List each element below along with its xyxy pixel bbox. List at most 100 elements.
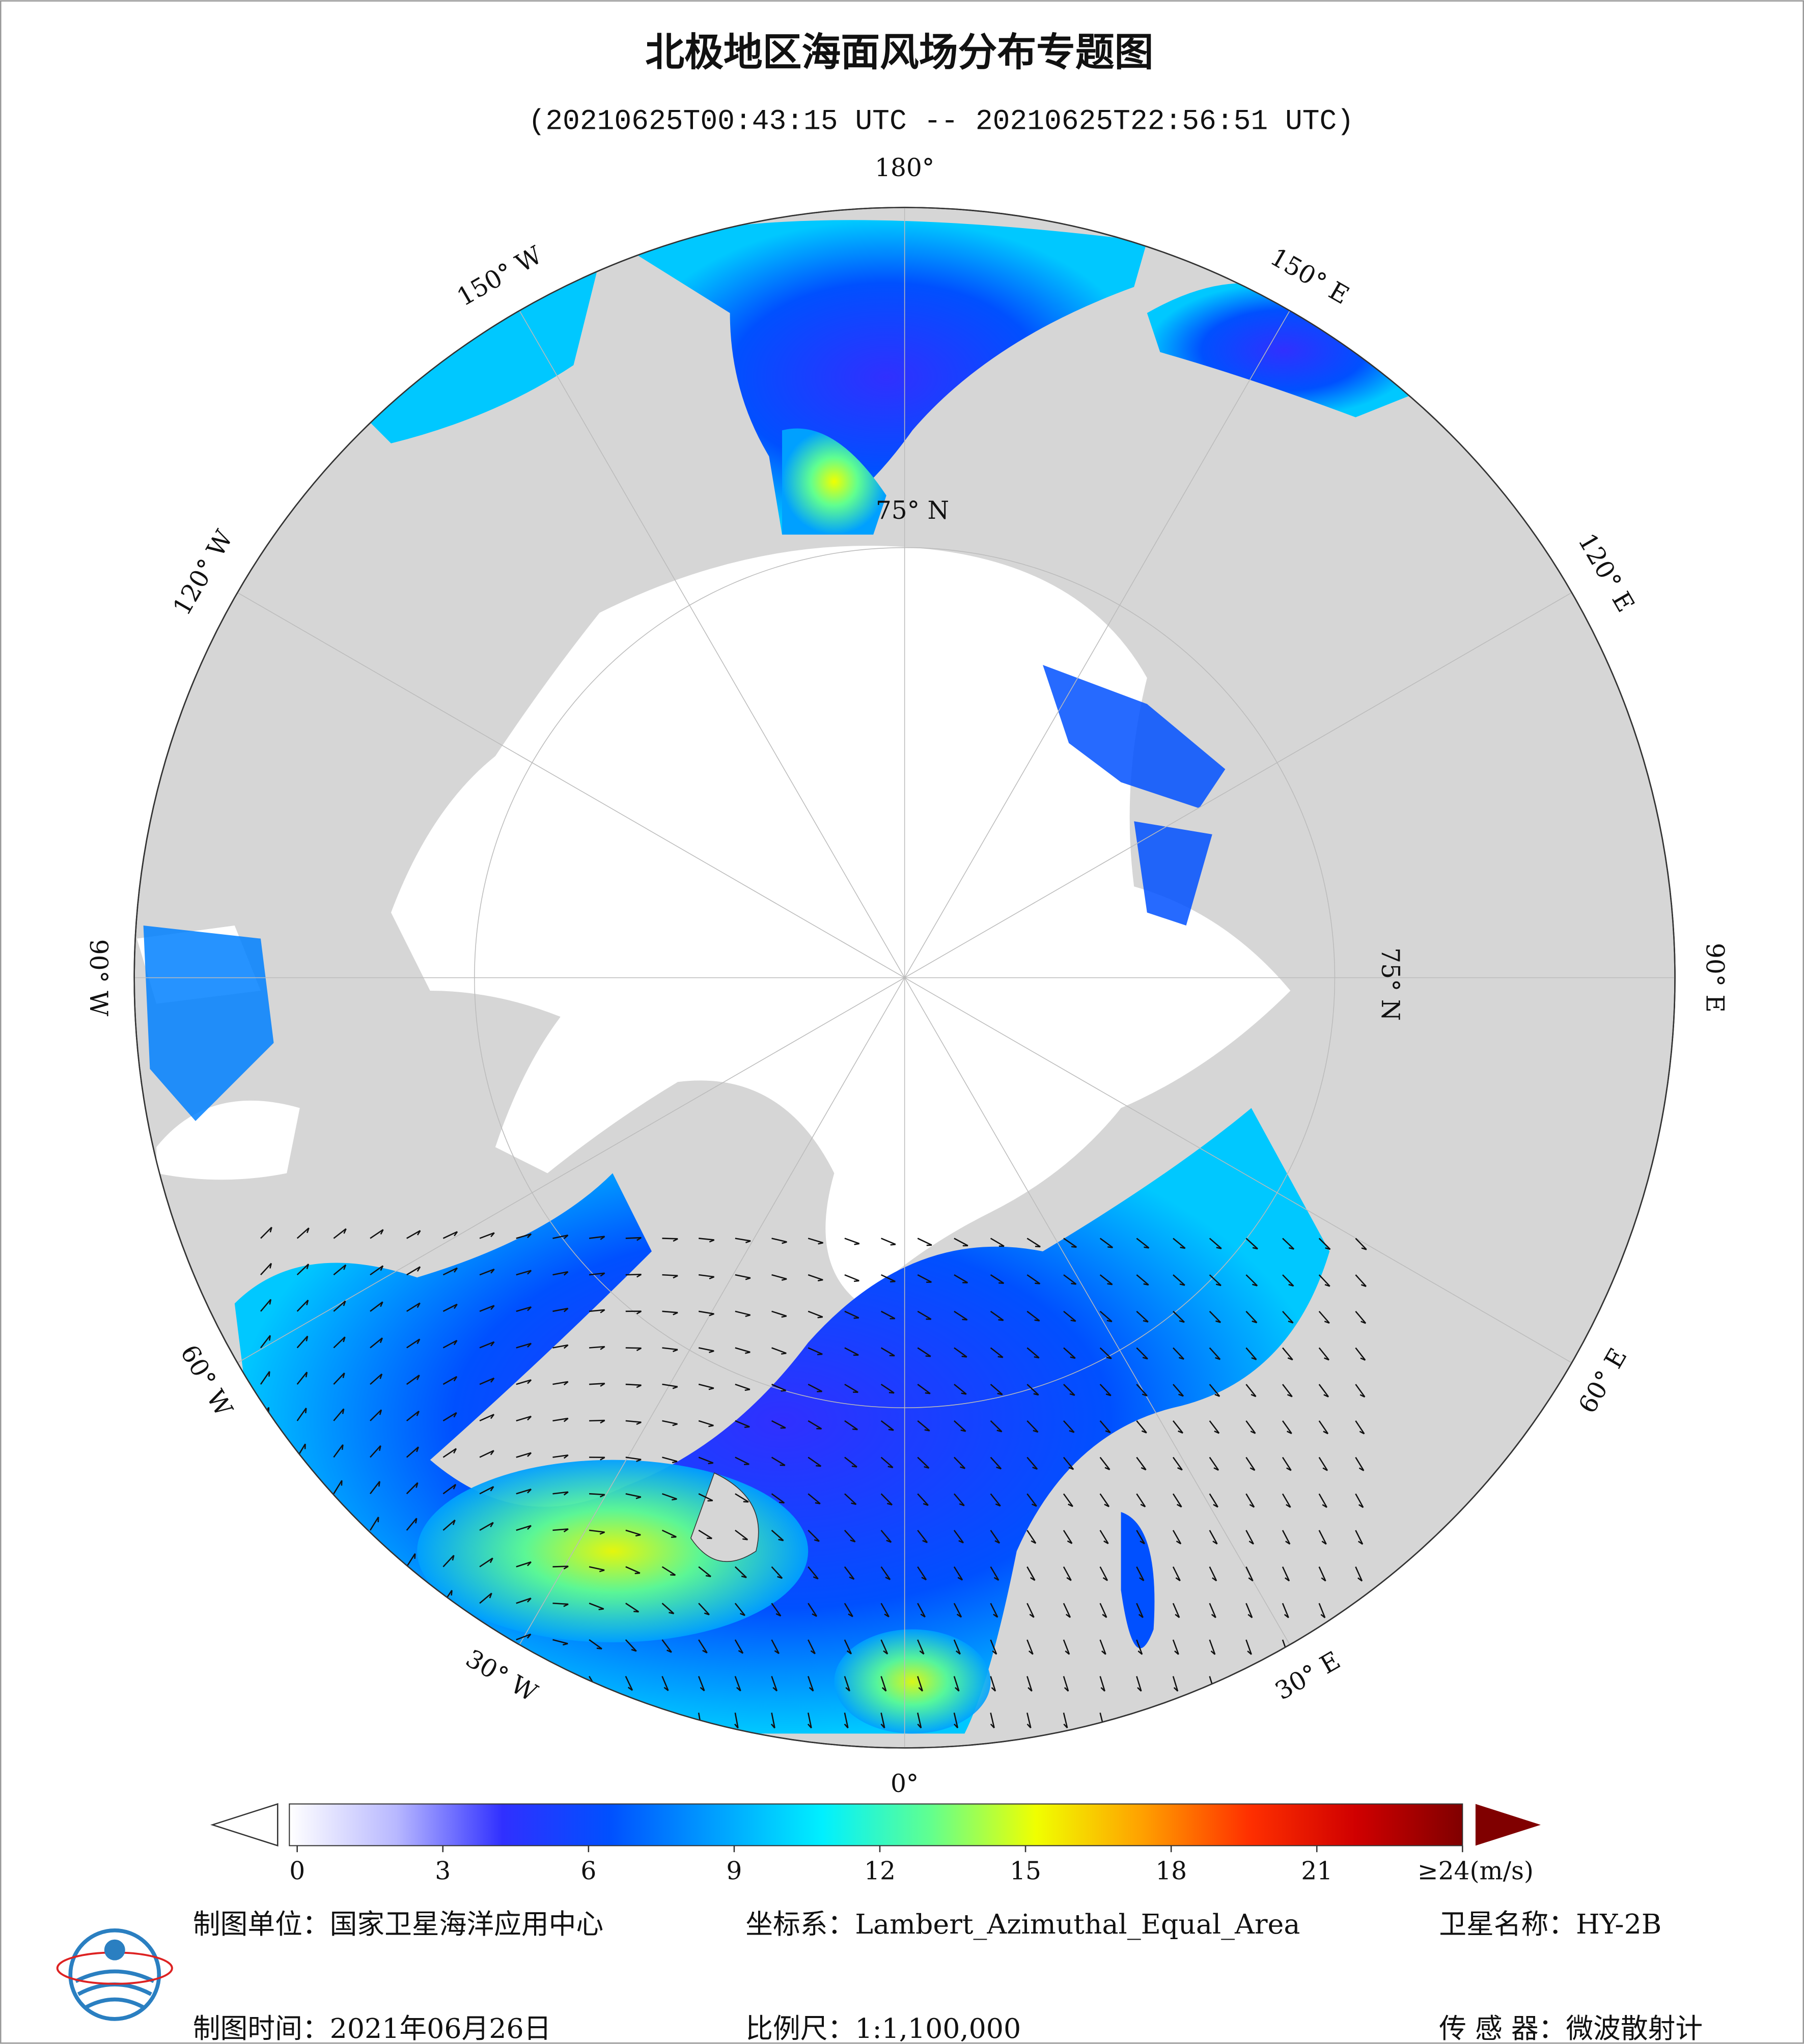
wind-arrow bbox=[1172, 1639, 1179, 1655]
wind-arrow bbox=[1209, 1493, 1218, 1508]
wind-arrow bbox=[406, 1375, 420, 1385]
wind-arrow bbox=[917, 1603, 926, 1618]
wind-arrow bbox=[1099, 1493, 1110, 1507]
wind-arrow bbox=[516, 1525, 532, 1531]
wind-arrow bbox=[771, 1420, 786, 1429]
wind-arrow bbox=[442, 1267, 458, 1276]
wind-arrow bbox=[1099, 1530, 1109, 1545]
wind-arrow bbox=[1136, 1274, 1149, 1286]
wind-arrow bbox=[552, 1602, 569, 1607]
okhotsk-wind-field bbox=[1147, 283, 1421, 417]
latitude-label: 75° N bbox=[876, 496, 949, 525]
wind-arrow bbox=[1209, 1603, 1216, 1618]
wind-arrow bbox=[770, 1713, 775, 1729]
wind-arrow bbox=[661, 1603, 675, 1614]
wind-arrow bbox=[1355, 1566, 1363, 1582]
wind-arrow bbox=[1063, 1384, 1075, 1396]
wind-arrow bbox=[844, 1384, 858, 1393]
wind-arrow bbox=[953, 1566, 963, 1581]
wind-arrow bbox=[917, 1493, 929, 1506]
wind-arrow bbox=[735, 1420, 750, 1428]
wind-arrow bbox=[1318, 1274, 1330, 1287]
meridian bbox=[237, 977, 905, 1363]
wind-arrow bbox=[370, 1445, 381, 1458]
footer: 制图单位：国家卫星海洋应用中心 坐标系：Lambert_Azimuthal_Eq… bbox=[56, 1908, 1703, 2044]
wind-arrow bbox=[479, 1592, 492, 1604]
wind-arrow bbox=[1245, 1457, 1256, 1471]
wind-arrow bbox=[771, 1347, 787, 1355]
wind-arrow bbox=[771, 1457, 786, 1466]
wind-arrow bbox=[333, 1300, 346, 1312]
wind-arrow bbox=[370, 1337, 383, 1349]
wind-arrow bbox=[698, 1347, 714, 1353]
wind-arrow bbox=[1099, 1238, 1114, 1248]
wind-arrow bbox=[1063, 1274, 1077, 1285]
wind-arrow bbox=[699, 1238, 715, 1243]
wind-arrow bbox=[552, 1381, 569, 1386]
wind-arrow bbox=[442, 1231, 458, 1239]
wind-arrow bbox=[954, 1384, 967, 1395]
wind-arrow bbox=[589, 1457, 605, 1461]
wind-arrow bbox=[880, 1384, 895, 1394]
wind-arrow bbox=[735, 1274, 751, 1280]
wind-arrow bbox=[260, 1263, 272, 1276]
wind-arrow bbox=[698, 1639, 708, 1654]
wind-arrow bbox=[516, 1561, 532, 1567]
wind-arrow bbox=[1063, 1238, 1077, 1248]
wind-arrow bbox=[516, 1270, 532, 1276]
wind-arrow bbox=[1136, 1384, 1148, 1397]
wind-arrow bbox=[661, 1566, 676, 1576]
wind-arrow bbox=[479, 1450, 494, 1458]
graticule bbox=[134, 207, 1675, 1748]
wind-arrow bbox=[406, 1230, 421, 1239]
wind-arrow bbox=[552, 1639, 568, 1646]
wind-arrow bbox=[625, 1237, 642, 1241]
wind-arrow bbox=[552, 1491, 569, 1496]
colorbar-tick-label: 3 bbox=[435, 1857, 451, 1886]
wind-arrow bbox=[479, 1522, 494, 1531]
wind-arrow bbox=[442, 1519, 456, 1531]
wind-arrow bbox=[808, 1347, 823, 1356]
colorbar-tick-label: 21 bbox=[1301, 1857, 1333, 1886]
wind-arrow bbox=[1063, 1493, 1073, 1507]
wind-arrow bbox=[589, 1383, 605, 1387]
wind-arrow bbox=[260, 1335, 271, 1349]
wind-arrow bbox=[442, 1555, 455, 1567]
wind-arrow bbox=[1099, 1639, 1106, 1655]
wind-arrow bbox=[625, 1347, 642, 1352]
wind-arrow bbox=[917, 1238, 932, 1246]
colorbar-tick-label: ≥24(m/s) bbox=[1418, 1857, 1534, 1886]
wind-arrow bbox=[1245, 1384, 1257, 1397]
meridian bbox=[904, 977, 1572, 1363]
wind-arrow bbox=[1099, 1676, 1105, 1692]
wind-arrow bbox=[735, 1529, 748, 1541]
wind-arrow bbox=[1063, 1420, 1075, 1433]
wind-arrow bbox=[589, 1309, 605, 1313]
wind-arrow bbox=[406, 1338, 421, 1349]
wind-arrow bbox=[1063, 1530, 1073, 1544]
wind-arrow bbox=[1282, 1238, 1295, 1250]
wind-arrow bbox=[1318, 1420, 1329, 1435]
wind-arrow bbox=[1245, 1566, 1254, 1582]
wind-arrow bbox=[625, 1274, 642, 1278]
wind-arrow bbox=[1245, 1347, 1257, 1360]
colorbar-over-arrow bbox=[1475, 1804, 1541, 1846]
wind-arrow bbox=[1026, 1238, 1041, 1248]
wind-arrow bbox=[589, 1493, 605, 1498]
wind-arrow bbox=[771, 1603, 782, 1617]
wind-arrow bbox=[771, 1676, 778, 1692]
wind-arrow bbox=[625, 1420, 642, 1425]
wind-arrow bbox=[698, 1493, 713, 1502]
wind-arrow bbox=[698, 1566, 711, 1578]
wind-arrow bbox=[1173, 1347, 1185, 1360]
wind-arrow bbox=[625, 1566, 641, 1575]
footer-projection: 坐标系：Lambert_Azimuthal_Equal_Area bbox=[745, 1908, 1300, 1940]
wind-arrow bbox=[552, 1528, 569, 1533]
wind-arrow bbox=[1136, 1420, 1147, 1434]
wind-arrow bbox=[1136, 1566, 1145, 1581]
wind-arrow bbox=[734, 1603, 746, 1616]
wind-arrow bbox=[1099, 1603, 1107, 1618]
iceland bbox=[690, 1472, 759, 1562]
wind-arrow bbox=[1099, 1310, 1113, 1323]
